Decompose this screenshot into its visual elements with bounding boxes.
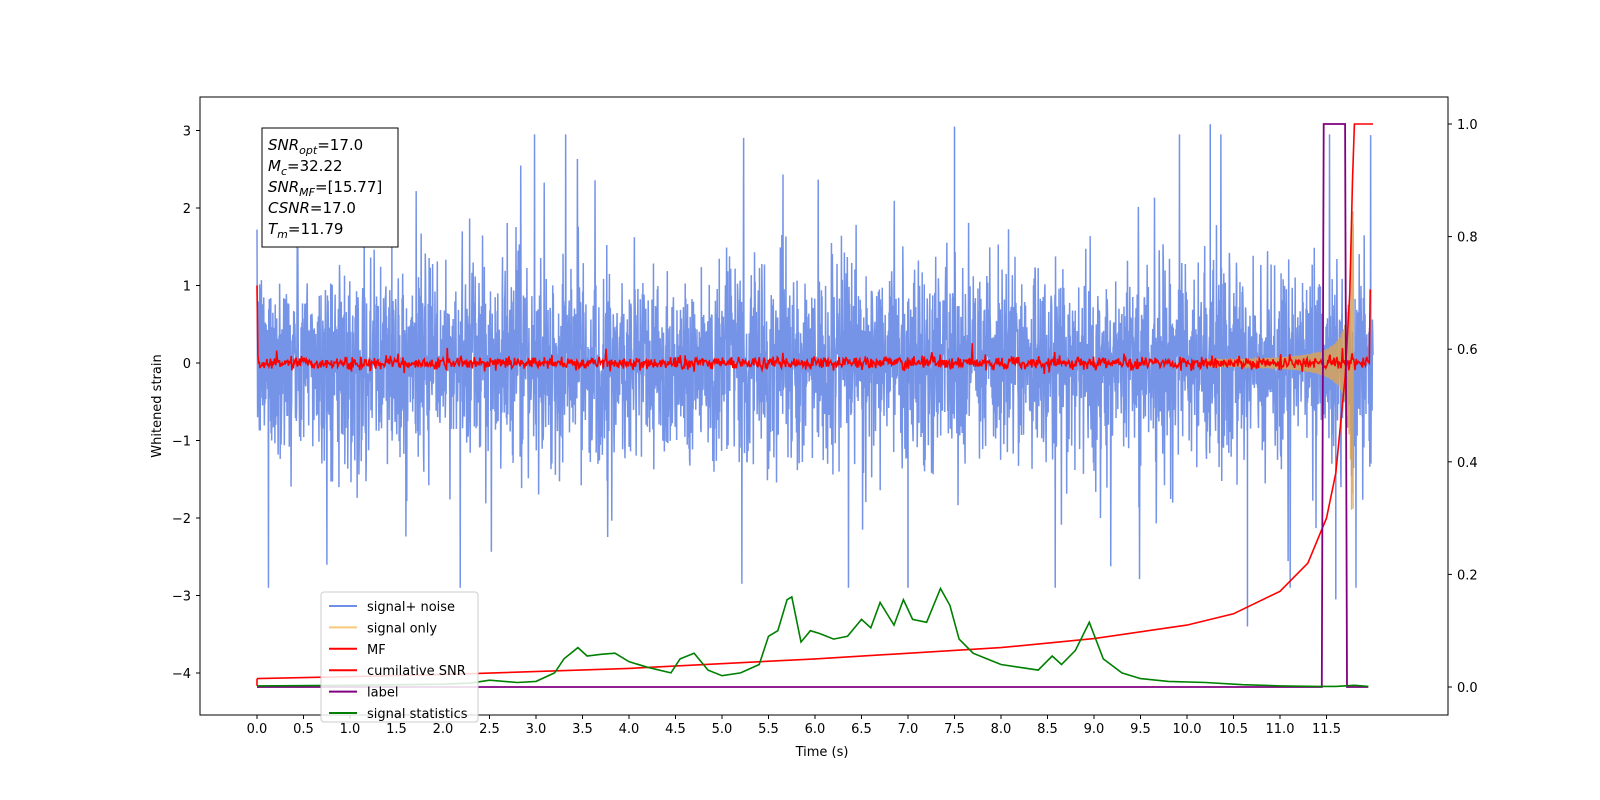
x-tick-label: 6.0	[805, 722, 826, 737]
legend-label: MF	[367, 643, 386, 658]
x-tick-label: 1.0	[340, 722, 361, 737]
legend-label: cumilative SNR	[367, 664, 466, 679]
x-tick-label: 10.5	[1219, 722, 1248, 737]
x-tick-label: 7.0	[898, 722, 919, 737]
left-y-tick-label: −4	[172, 667, 191, 682]
right-y-tick-label: 0.0	[1457, 681, 1478, 696]
series-signal-statistics	[256, 586, 1369, 688]
x-tick-label: 2.5	[479, 722, 500, 737]
x-tick-label: 1.5	[386, 722, 407, 737]
info-box-frame	[261, 127, 399, 248]
legend-label: signal+ noise	[367, 600, 455, 615]
left-y-tick-label: 1	[183, 280, 191, 295]
x-tick-label: 7.5	[944, 722, 965, 737]
series-label	[257, 123, 1369, 688]
x-tick-label: 2.0	[433, 722, 454, 737]
info-box-line: Tm=11.79	[268, 220, 343, 241]
x-tick-label: 0.0	[247, 722, 268, 737]
left-y-tick-label: 3	[183, 125, 191, 140]
legend-frame	[320, 591, 479, 723]
info-box-line: Mc=32.22	[268, 157, 343, 178]
cumulative-snr-line	[256, 123, 1373, 680]
y-axis-label: Whitened strain	[150, 354, 165, 457]
info-box-line: CSNR=17.0	[268, 199, 356, 217]
x-tick-label: 9.0	[1084, 722, 1105, 737]
left-y-tick-label: −3	[172, 590, 191, 605]
plot-area	[256, 123, 1374, 688]
right-y-axis-ticks: 1.0 0.8 0.6 0.4 0.2 0.0	[1448, 118, 1478, 696]
right-y-tick-label: 1.0	[1457, 118, 1478, 133]
left-y-tick-label: −1	[172, 435, 191, 450]
x-tick-label: 3.0	[526, 722, 547, 737]
legend-label: signal statistics	[367, 707, 468, 722]
info-box-line: SNRMF=[15.77]	[268, 178, 382, 199]
x-tick-label: 0.5	[293, 722, 314, 737]
legend-label: signal only	[367, 621, 437, 636]
right-y-tick-label: 0.8	[1457, 231, 1478, 246]
x-tick-label: 4.5	[665, 722, 686, 737]
x-tick-label: 11.0	[1266, 722, 1295, 737]
left-y-tick-label: 2	[183, 202, 191, 217]
legend: signal+ noise signal only MF cumilative SNR…	[320, 591, 479, 723]
series-cumulative-snr	[256, 123, 1373, 686]
x-tick-label: 5.5	[758, 722, 779, 737]
plot-frame	[199, 96, 1449, 716]
right-y-tick-label: 0.4	[1457, 456, 1478, 471]
x-tick-label: 6.5	[851, 722, 872, 737]
series-mf	[256, 285, 1371, 375]
mf-line	[256, 285, 1371, 375]
right-y-tick-label: 0.6	[1457, 343, 1478, 358]
x-tick-label: 9.5	[1130, 722, 1151, 737]
x-tick-label: 8.0	[991, 722, 1012, 737]
x-tick-label: 11.5	[1312, 722, 1341, 737]
signal-statistics-line	[256, 586, 1369, 688]
x-tick-label: 5.0	[712, 722, 733, 737]
legend-label: label	[367, 686, 398, 701]
right-y-tick-label: 0.2	[1457, 568, 1478, 583]
info-box: SNRopt=17.0Mc=32.22SNRMF=[15.77]CSNR=17.…	[261, 127, 399, 248]
left-y-tick-label: −2	[172, 512, 191, 527]
x-tick-label: 4.0	[619, 722, 640, 737]
signal-plus-noise-line	[256, 134, 1374, 588]
x-tick-label: 3.5	[572, 722, 593, 737]
left-y-axis-ticks: 3 2 1 0 −1 −2 −3 −4	[172, 125, 200, 682]
series-signal-plus-noise	[256, 124, 1374, 627]
left-y-tick-label: 0	[183, 357, 191, 372]
info-box-line: SNRopt=17.0	[268, 136, 363, 157]
x-tick-label: 8.5	[1037, 722, 1058, 737]
x-tick-label: 10.0	[1173, 722, 1202, 737]
x-axis-label: Time (s)	[795, 745, 849, 760]
label-line	[257, 123, 1369, 688]
